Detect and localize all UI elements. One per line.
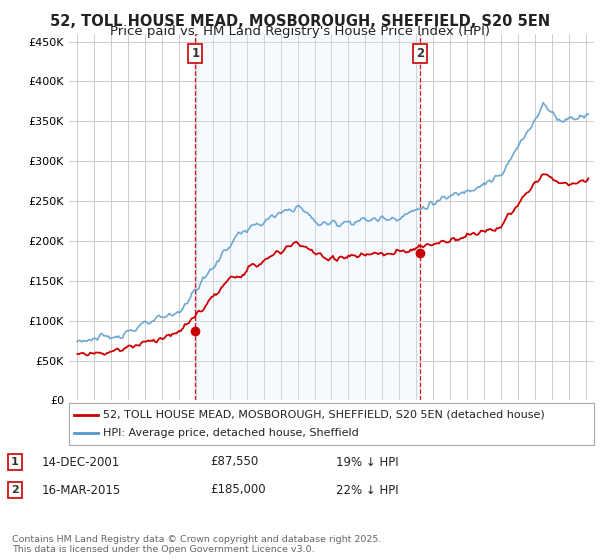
Text: 1: 1 (191, 47, 199, 60)
Text: HPI: Average price, detached house, Sheffield: HPI: Average price, detached house, Shef… (103, 428, 359, 438)
Text: 52, TOLL HOUSE MEAD, MOSBOROUGH, SHEFFIELD, S20 5EN: 52, TOLL HOUSE MEAD, MOSBOROUGH, SHEFFIE… (50, 14, 550, 29)
Text: 2: 2 (11, 485, 19, 495)
Text: £87,550: £87,550 (210, 455, 258, 469)
Bar (196, 34, 420, 400)
Text: 2: 2 (416, 47, 424, 60)
Text: 1: 1 (11, 457, 19, 467)
Text: 52, TOLL HOUSE MEAD, MOSBOROUGH, SHEFFIELD, S20 5EN (detached house): 52, TOLL HOUSE MEAD, MOSBOROUGH, SHEFFIE… (103, 410, 545, 420)
Text: 19% ↓ HPI: 19% ↓ HPI (336, 455, 398, 469)
Text: 22% ↓ HPI: 22% ↓ HPI (336, 483, 398, 497)
Text: 14-DEC-2001: 14-DEC-2001 (42, 455, 120, 469)
Text: Contains HM Land Registry data © Crown copyright and database right 2025.
This d: Contains HM Land Registry data © Crown c… (12, 535, 382, 554)
Text: Price paid vs. HM Land Registry's House Price Index (HPI): Price paid vs. HM Land Registry's House … (110, 25, 490, 38)
Text: £185,000: £185,000 (210, 483, 266, 497)
Text: 16-MAR-2015: 16-MAR-2015 (42, 483, 121, 497)
